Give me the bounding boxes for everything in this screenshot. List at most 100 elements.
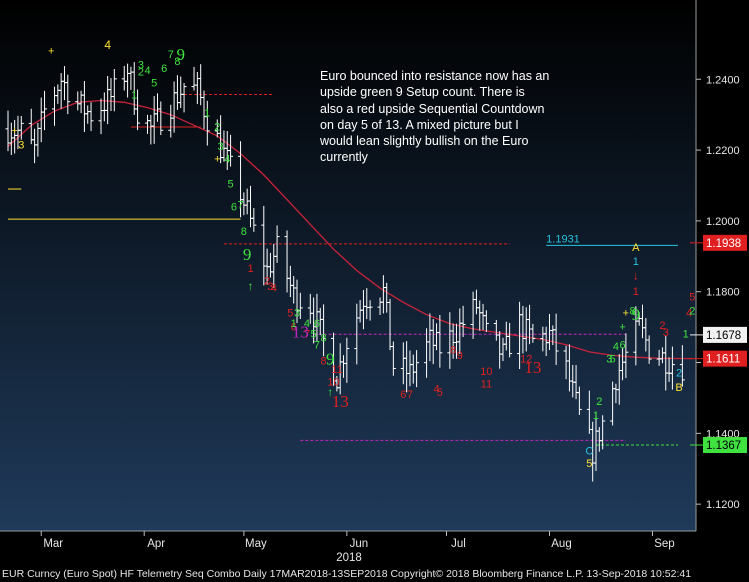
moving-average-line [7,99,693,360]
ohlc-bar [181,83,187,113]
ohlc-bar [600,415,606,450]
ohlc-bar [297,292,303,319]
commentary-note: Euro bounced into resistance now has an … [320,69,550,165]
ohlc-bar [646,335,652,364]
x-axis-panel [0,531,749,566]
ohlc-bar [251,208,257,232]
count-label: 5 [311,329,317,341]
x-tick-label: Mar [43,538,63,550]
count-label: ↓ [633,268,639,282]
count-label: 7 [407,389,413,401]
count-label: 2 [138,67,144,79]
count-label: 4 [433,384,439,396]
ohlc-bar [135,89,141,131]
count-label: 3 [18,139,24,151]
right-label-text: 1.1938 [706,238,741,250]
count-label: 2 [676,368,682,380]
ohlc-bar [42,90,48,131]
count-label: 2 [596,396,602,408]
count-label: 5 [689,292,695,304]
y-tick-label: 1.2000 [706,216,740,228]
count-label: 3 [138,60,144,72]
count-label: 4 [224,153,230,165]
count-label: 13 [332,392,349,411]
ohlc-bar [367,300,373,321]
count-label: 11 [481,378,492,390]
count-label: 8 [241,226,247,238]
ohlc-bar [18,116,24,140]
count-label: 2 [264,276,270,288]
count-label: B [675,382,682,394]
x-tick-label: May [245,538,267,550]
count-label: 5 [586,458,592,470]
count-label: 10 [480,366,492,378]
count-label: 5 [287,307,293,319]
count-label: 6 [291,322,297,334]
count-label: 12 [520,354,532,366]
count-label: 1 [593,410,599,422]
ohlc-bar [158,101,164,136]
x-tick-label: Apr [147,538,165,550]
count-label: 8 [321,355,327,367]
count-label: 1 [683,329,689,341]
count-label: 3 [294,307,300,319]
count-label: 2 [659,320,665,332]
ohlc-bar [530,323,536,343]
count-label: 3 [267,281,273,293]
ohlc-bar [507,322,513,358]
count-label: 8 [450,345,456,357]
count-label: 3 [218,141,224,153]
count-label: ↑ [248,279,254,293]
count-label: 4 [304,318,310,330]
ohlc-bar [274,225,280,263]
plot-background [0,0,696,531]
count-label: 3 [663,327,669,339]
count-label: 7 [237,199,243,211]
count-label: 5 [437,387,443,399]
x-tick-label: Jul [451,538,466,550]
x-tick-label: Jun [350,538,369,550]
moving-average-layer [7,99,693,360]
ohlc-bar [344,337,350,383]
count-label: + [214,153,220,165]
count-label: 2 [214,122,220,134]
count-label: + [619,322,625,334]
count-label: 4 [144,65,150,77]
ohlc-bar [437,314,443,368]
count-label: 13 [292,323,309,342]
x-tick-label: Aug [551,538,571,550]
count-label: 3 [606,354,612,366]
count-label: 9 [176,45,185,64]
right-label-text: 1.1678 [706,330,741,342]
right-price-labels: 1.1938 1.1678 1.1611 1.1367 [690,234,747,454]
count-label: 5 [228,178,234,190]
ohlc-bars-layer [5,62,685,482]
y-tick-label: 1.2200 [706,145,740,157]
count-label: 7 [314,339,320,351]
count-label: 6 [620,339,626,351]
count-label: 1 [247,263,253,275]
level-lines: 1.1931 [8,93,678,446]
count-label: 4 [104,38,111,52]
ohlc-bar [88,102,94,132]
count-label: 4 [613,341,619,353]
count-label: 4 [686,307,692,319]
count-label: 5 [151,77,157,89]
ohlc-bar [204,100,210,146]
count-label: 8 [321,332,327,344]
count-label: 10 [327,377,339,389]
y-tick-label: 1.1200 [706,499,740,511]
count-label: 11 [331,364,342,376]
level-label-tdst-resistance: 1.1931 [546,233,580,245]
count-label: 9 [326,349,335,368]
y-tick-label: 1.2400 [706,74,740,86]
count-label: 5 [610,354,616,366]
ohlc-bar [390,341,396,376]
ohlc-bar [669,346,675,390]
count-label: 9 [632,305,641,324]
ohlc-bar [553,313,559,366]
count-label: 4 [271,283,277,295]
count-label: 13 [524,358,541,377]
count-label: + [623,307,629,319]
